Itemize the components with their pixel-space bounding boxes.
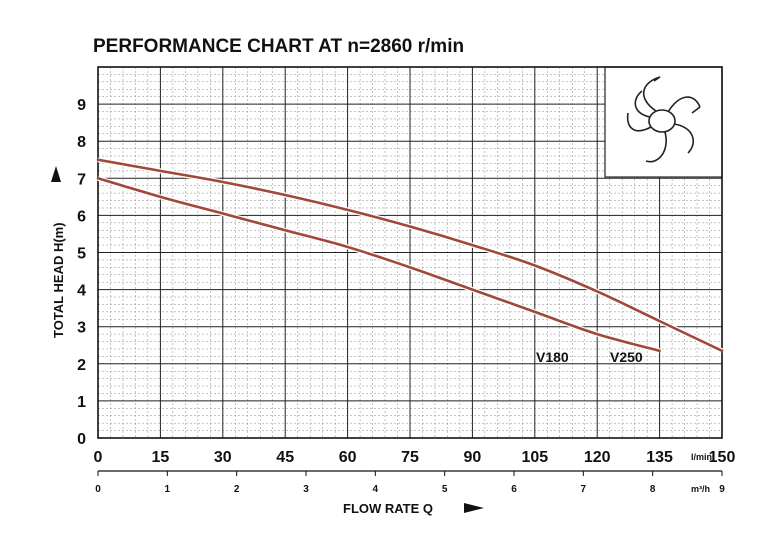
y-tick-label: 8 [77,134,86,151]
x-unit-label: l/min [691,452,712,462]
x2-tick-label: 6 [511,484,517,495]
y-tick-label: 9 [77,97,86,114]
x-tick-label: 120 [584,449,611,466]
series-line-v180 [96,177,661,353]
x2-tick-label: 1 [165,484,171,495]
x2-tick-label: 5 [442,484,448,495]
x-tick-label: 60 [339,449,357,466]
y-tick-label: 1 [77,394,86,411]
y-axis-title: TOTAL HEAD H(m) [51,222,66,338]
x-axis-title: FLOW RATE Q [343,501,433,516]
x-tick-label: 135 [646,449,673,466]
y-axis-arrow-icon [51,166,61,182]
impeller-inset [604,66,723,178]
y-tick-label: 6 [77,208,86,225]
chart-title: PERFORMANCE CHART AT n=2860 r/min [93,36,464,57]
plot-frame [97,66,723,439]
y-tick-label: 7 [77,171,86,188]
x-tick-label: 0 [94,449,103,466]
x-tick-label: 15 [152,449,170,466]
y-tick-label: 4 [77,283,86,300]
x-tick-label: 90 [464,449,482,466]
x2-tick-label: 8 [650,484,656,495]
curves [96,157,724,354]
y-tick-label: 0 [77,431,86,448]
x2-tick-labels: 0 1 2 3 4 5 6 7 8 9 [95,471,725,495]
x2-tick-label: 3 [303,484,309,495]
x2-tick-label: 7 [581,484,587,495]
x-tick-label: 150 [709,449,736,466]
y-tick-label: 2 [77,357,86,374]
x2-tick-label: 9 [719,484,725,495]
x-axis-arrow-icon [464,503,484,513]
x-tick-labels: 0 15 30 45 60 75 90 105 120 135 150 [94,449,736,466]
impeller-icon [626,76,701,163]
x-tick-label: 45 [276,449,294,466]
x-tick-label: 105 [521,449,548,466]
x2-unit-label: m³/h [691,484,710,494]
x-tick-label: 30 [214,449,232,466]
y-tick-labels: 0 1 2 3 4 5 6 7 8 9 [77,97,86,448]
y-tick-label: 3 [77,320,86,337]
series-halo-v180 [97,175,661,354]
x-tick-label: 75 [401,449,419,466]
x2-tick-label: 4 [373,484,379,495]
x2-tick-label: 0 [95,484,101,495]
series-label-v250: V250 [610,349,643,365]
series-line-v250 [96,158,724,353]
series-label-v180: V180 [536,349,569,365]
x2-tick-label: 2 [234,484,240,495]
y-tick-label: 5 [77,246,86,263]
